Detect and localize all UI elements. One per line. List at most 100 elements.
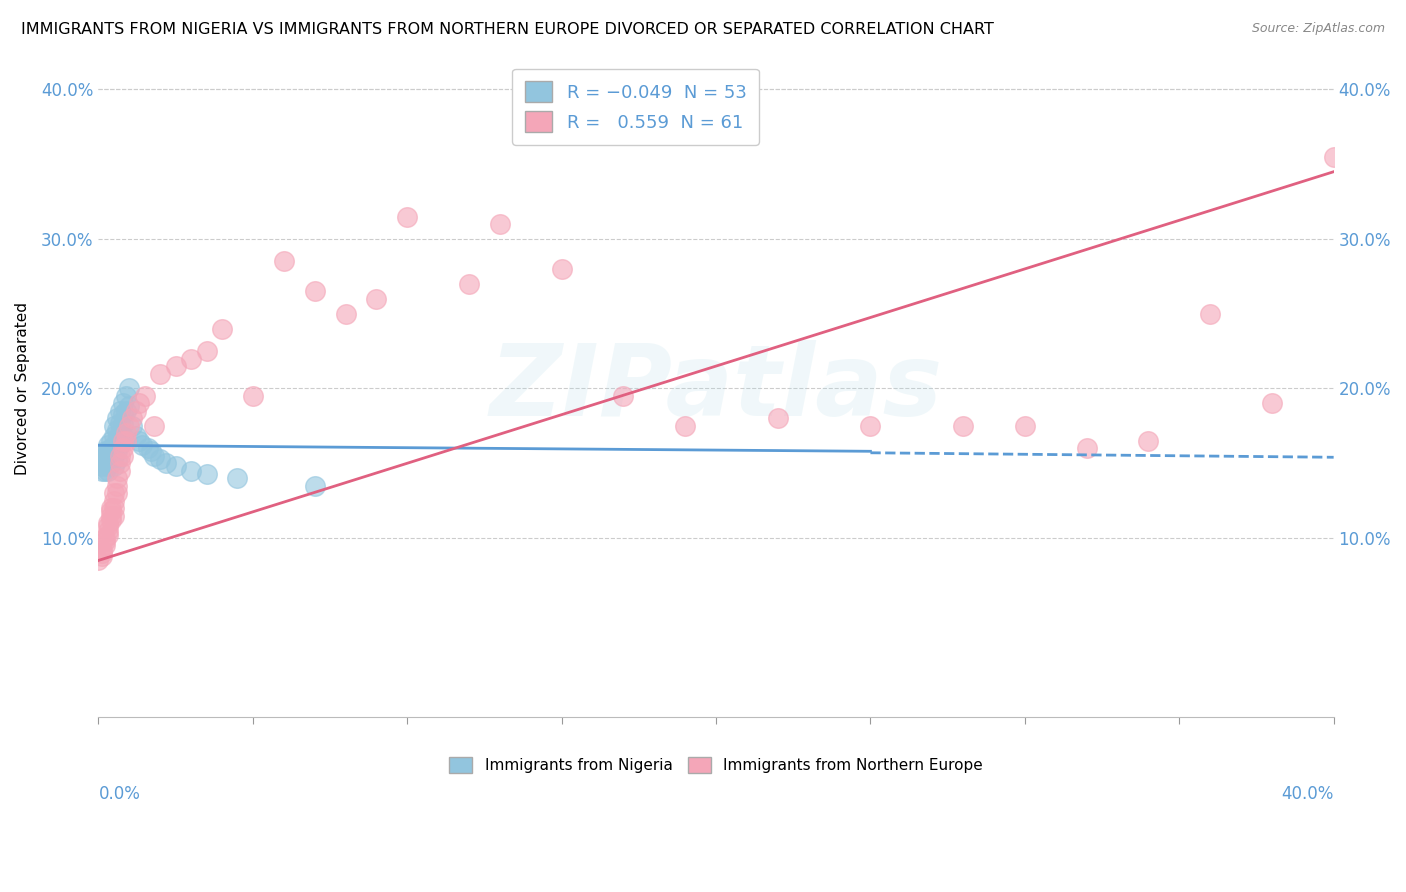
Point	[1014, 418, 1036, 433]
Point	[97, 451, 120, 466]
Point	[226, 471, 249, 485]
Point	[103, 486, 125, 500]
Point	[489, 217, 512, 231]
Point	[103, 449, 125, 463]
Point	[108, 449, 131, 463]
Point	[90, 549, 112, 563]
Point	[195, 344, 218, 359]
Point	[273, 254, 295, 268]
Point	[103, 442, 125, 456]
Point	[90, 453, 112, 467]
Point	[97, 459, 120, 474]
Point	[103, 508, 125, 523]
Point	[128, 396, 150, 410]
Point	[118, 400, 141, 414]
Point	[97, 444, 120, 458]
Point	[139, 444, 162, 458]
Point	[97, 528, 120, 542]
Point	[108, 426, 131, 441]
Point	[112, 434, 135, 448]
Point	[90, 464, 112, 478]
Point	[105, 444, 128, 458]
Point	[112, 417, 135, 432]
Point	[304, 478, 326, 492]
Point	[103, 429, 125, 443]
Point	[136, 442, 159, 456]
Point	[134, 389, 156, 403]
Point	[100, 456, 122, 470]
Point	[97, 516, 120, 530]
Point	[165, 359, 187, 373]
Point	[112, 429, 135, 443]
Point	[952, 418, 974, 433]
Point	[93, 539, 115, 553]
Point	[93, 456, 115, 470]
Point	[1076, 442, 1098, 456]
Point	[766, 411, 789, 425]
Point	[180, 464, 202, 478]
Point	[124, 404, 146, 418]
Point	[93, 449, 115, 463]
Point	[612, 389, 634, 403]
Text: 40.0%: 40.0%	[1281, 785, 1334, 803]
Point	[149, 451, 172, 466]
Point	[155, 456, 177, 470]
Point	[100, 508, 122, 523]
Point	[105, 478, 128, 492]
Point	[128, 434, 150, 448]
Point	[100, 504, 122, 518]
Point	[195, 467, 218, 481]
Point	[90, 459, 112, 474]
Point	[105, 453, 128, 467]
Point	[115, 434, 138, 448]
Point	[100, 449, 122, 463]
Point	[1323, 150, 1346, 164]
Point	[93, 533, 115, 548]
Point	[100, 442, 122, 456]
Point	[143, 449, 166, 463]
Point	[118, 418, 141, 433]
Point	[105, 486, 128, 500]
Text: 0.0%: 0.0%	[98, 785, 141, 803]
Point	[93, 444, 115, 458]
Point	[121, 411, 143, 425]
Point	[458, 277, 481, 291]
Point	[97, 464, 120, 478]
Point	[105, 423, 128, 437]
Point	[149, 367, 172, 381]
Point	[100, 501, 122, 516]
Point	[90, 546, 112, 560]
Point	[304, 285, 326, 299]
Point	[108, 416, 131, 430]
Point	[242, 389, 264, 403]
Point	[1137, 434, 1160, 448]
Point	[105, 434, 128, 448]
Text: Source: ZipAtlas.com: Source: ZipAtlas.com	[1251, 22, 1385, 36]
Point	[115, 389, 138, 403]
Point	[115, 426, 138, 441]
Point	[103, 501, 125, 516]
Point	[97, 438, 120, 452]
Y-axis label: Divorced or Separated: Divorced or Separated	[15, 302, 30, 475]
Legend: Immigrants from Nigeria, Immigrants from Northern Europe: Immigrants from Nigeria, Immigrants from…	[440, 747, 991, 782]
Point	[87, 553, 110, 567]
Point	[97, 519, 120, 533]
Point	[115, 404, 138, 418]
Point	[118, 382, 141, 396]
Point	[124, 429, 146, 443]
Point	[859, 418, 882, 433]
Point	[180, 351, 202, 366]
Point	[112, 396, 135, 410]
Point	[93, 531, 115, 545]
Point	[673, 418, 696, 433]
Point	[112, 449, 135, 463]
Point	[87, 449, 110, 463]
Point	[105, 411, 128, 425]
Point	[103, 418, 125, 433]
Point	[97, 524, 120, 538]
Point	[112, 442, 135, 456]
Point	[335, 307, 357, 321]
Point	[211, 321, 233, 335]
Point	[396, 210, 419, 224]
Point	[105, 471, 128, 485]
